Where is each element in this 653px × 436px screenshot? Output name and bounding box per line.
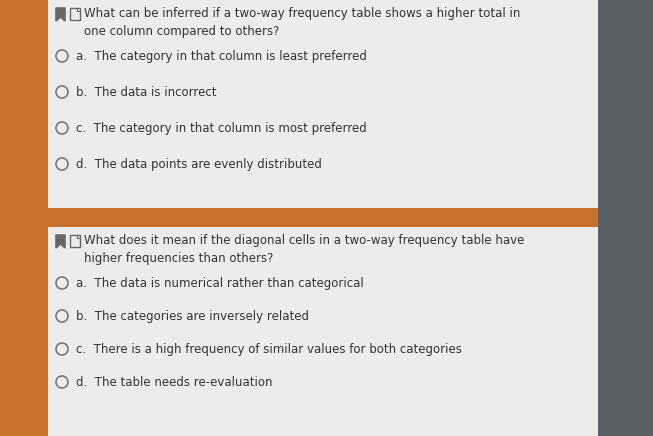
Text: a.  The data is numerical rather than categorical: a. The data is numerical rather than cat…	[76, 277, 364, 290]
Text: c.  The category in that column is most preferred: c. The category in that column is most p…	[76, 122, 367, 135]
Text: d.  The table needs re-evaluation: d. The table needs re-evaluation	[76, 376, 272, 389]
Text: b.  The categories are inversely related: b. The categories are inversely related	[76, 310, 309, 323]
Text: What does it mean if the diagonal cells in a two-way frequency table have
higher: What does it mean if the diagonal cells …	[84, 234, 524, 265]
Text: b.  The data is incorrect: b. The data is incorrect	[76, 86, 217, 99]
Polygon shape	[56, 235, 65, 248]
FancyBboxPatch shape	[48, 227, 598, 436]
Text: a.  The category in that column is least preferred: a. The category in that column is least …	[76, 50, 367, 63]
Text: What can be inferred if a two-way frequency table shows a higher total in
one co: What can be inferred if a two-way freque…	[84, 7, 520, 38]
Text: d.  The data points are evenly distributed: d. The data points are evenly distribute…	[76, 158, 322, 171]
FancyBboxPatch shape	[0, 208, 598, 227]
Text: c.  There is a high frequency of similar values for both categories: c. There is a high frequency of similar …	[76, 343, 462, 356]
FancyBboxPatch shape	[598, 0, 653, 436]
Polygon shape	[56, 8, 65, 21]
FancyBboxPatch shape	[48, 0, 598, 208]
